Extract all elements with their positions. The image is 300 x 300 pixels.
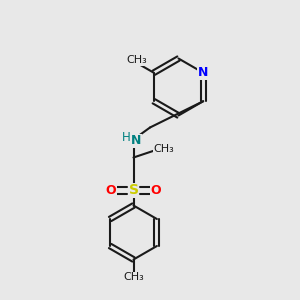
Text: O: O xyxy=(151,184,161,197)
Text: H: H xyxy=(122,130,130,144)
Text: O: O xyxy=(106,184,116,197)
Text: CH₃: CH₃ xyxy=(126,56,147,65)
Text: N: N xyxy=(131,134,142,148)
Text: N: N xyxy=(198,66,208,79)
Text: S: S xyxy=(128,184,139,197)
Text: CH₃: CH₃ xyxy=(123,272,144,283)
Text: CH₃: CH₃ xyxy=(153,143,174,154)
